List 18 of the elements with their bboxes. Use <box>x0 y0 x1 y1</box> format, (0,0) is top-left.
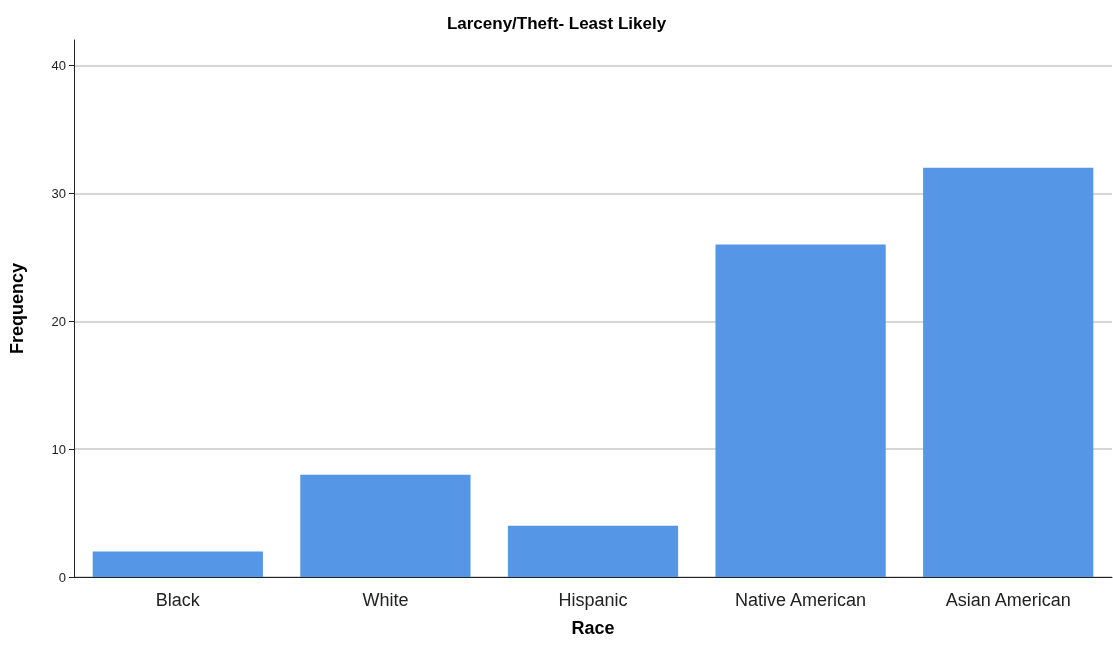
bar <box>715 244 886 577</box>
y-tick-label: 40 <box>51 58 66 74</box>
x-axis-title: Race <box>571 618 615 638</box>
x-tick-label: Asian American <box>945 590 1071 610</box>
chart-title: Larceny/Theft- Least Likely <box>446 14 667 33</box>
y-tick-label: 30 <box>51 185 66 201</box>
bar <box>507 525 679 577</box>
y-tick-label: 0 <box>58 569 66 585</box>
bar <box>300 474 471 577</box>
x-tick-label: Native American <box>735 590 867 610</box>
x-tick-label: White <box>362 590 409 610</box>
y-tick-label: 20 <box>51 313 66 329</box>
y-tick-label: 10 <box>51 441 66 457</box>
bar <box>92 551 263 577</box>
x-tick-label: Hispanic <box>558 590 628 610</box>
bar <box>923 167 1094 577</box>
x-tick-label: Black <box>155 590 201 610</box>
y-axis-title: Frequency <box>7 262 27 355</box>
